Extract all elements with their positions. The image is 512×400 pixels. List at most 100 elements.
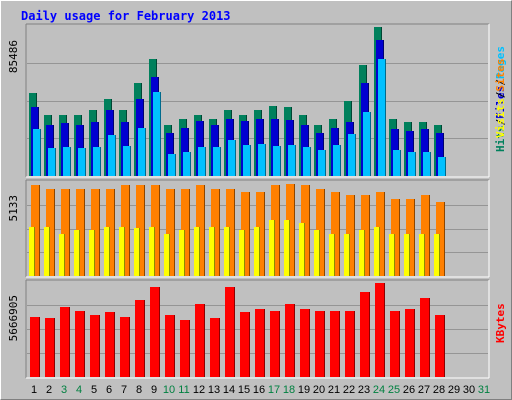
bar-visits-day-9 xyxy=(149,227,155,276)
bar-pages-day-21 xyxy=(333,145,341,176)
bar-pages-day-14-edge xyxy=(235,140,236,176)
bar-sites-day-8-edge xyxy=(144,185,145,276)
bar-visits-day-6 xyxy=(104,227,110,276)
bar-kbytes-day-18 xyxy=(285,304,295,377)
bar-visits-day-6-edge xyxy=(109,227,110,276)
bar-visits-day-27 xyxy=(419,234,425,276)
bar-sites-day-25-edge xyxy=(399,199,400,276)
bar-pages-day-13-edge xyxy=(220,147,221,176)
bar-visits-day-16 xyxy=(254,227,260,276)
bar-kbytes-day-13 xyxy=(210,318,220,377)
bar-visits-day-26 xyxy=(404,234,410,276)
bar-pages-day-25-edge xyxy=(400,150,401,176)
bar-pages-day-26 xyxy=(408,152,416,176)
bar-visits-day-5 xyxy=(89,230,95,276)
bar-pages-day-25 xyxy=(393,150,401,176)
bar-kbytes-day-21-edge xyxy=(339,311,340,377)
day-label-11: 11 xyxy=(178,384,189,396)
panel-1-side-label: Visits/Sites xyxy=(494,59,507,139)
panel-0-side-label-part-4: Pages xyxy=(494,46,507,79)
bar-kbytes-day-27 xyxy=(420,298,430,377)
day-label-3: 3 xyxy=(61,384,67,396)
bar-visits-day-15 xyxy=(239,230,245,276)
bar-visits-day-23-edge xyxy=(364,230,365,276)
bar-kbytes-day-10 xyxy=(165,315,175,377)
bar-sites-day-5 xyxy=(91,189,100,276)
panel-0-max-label: 85486 xyxy=(7,40,20,73)
bar-pages-day-27-edge xyxy=(430,152,431,176)
day-label-25: 25 xyxy=(388,384,400,396)
bar-sites-day-12-edge xyxy=(204,185,205,276)
bar-visits-day-26-edge xyxy=(409,234,410,276)
bar-kbytes-day-16-edge xyxy=(264,309,265,377)
bar-pages-day-12 xyxy=(198,147,206,176)
bar-visits-day-17-edge xyxy=(274,220,275,276)
bar-visits-day-5-edge xyxy=(94,230,95,276)
bar-visits-day-7 xyxy=(119,227,125,276)
bar-sites-day-28 xyxy=(436,202,445,276)
bar-pages-day-27 xyxy=(423,152,431,176)
bar-visits-day-14 xyxy=(224,227,230,276)
bar-visits-day-11 xyxy=(179,230,185,276)
bar-sites-day-20-edge xyxy=(324,189,325,276)
bar-visits-day-11-edge xyxy=(184,230,185,276)
bar-kbytes-day-27-edge xyxy=(429,298,430,377)
bar-visits-day-25-edge xyxy=(394,234,395,276)
day-label-23: 23 xyxy=(358,384,370,396)
bar-kbytes-day-9 xyxy=(150,287,160,377)
bar-pages-day-3-edge xyxy=(70,147,71,176)
bar-pages-day-18-edge xyxy=(295,145,296,176)
bar-kbytes-day-1-edge xyxy=(39,317,40,377)
bar-sites-day-16-edge xyxy=(264,192,265,276)
bar-visits-day-15-edge xyxy=(244,230,245,276)
bar-sites-day-20 xyxy=(316,189,325,276)
bar-pages-day-15-edge xyxy=(250,145,251,176)
bar-files-day-28 xyxy=(436,133,444,176)
panel-0-side-label-part-1: / xyxy=(494,119,507,126)
bar-pages-day-16-edge xyxy=(265,144,266,176)
bar-visits-day-2 xyxy=(44,227,50,276)
bar-pages-day-6-edge xyxy=(115,135,116,176)
bar-kbytes-day-7 xyxy=(120,317,130,377)
day-label-2: 2 xyxy=(46,384,52,396)
panel-2-side-label-part-0: KBytes xyxy=(494,303,507,343)
bar-kbytes-day-17-edge xyxy=(279,311,280,377)
bar-sites-day-27 xyxy=(421,195,430,276)
bar-kbytes-day-23 xyxy=(360,292,370,377)
bar-pages-day-28-edge xyxy=(445,157,446,176)
bar-pages-day-28 xyxy=(438,157,446,176)
day-label-24: 24 xyxy=(373,384,385,396)
bar-kbytes-day-8 xyxy=(135,300,145,377)
bar-visits-day-17 xyxy=(269,220,275,276)
bar-visits-day-19-edge xyxy=(304,223,305,276)
bar-kbytes-day-6-edge xyxy=(114,312,115,377)
bar-kbytes-day-1 xyxy=(30,317,40,377)
bar-visits-day-19 xyxy=(299,223,305,276)
bar-visits-day-24 xyxy=(374,227,380,276)
bar-sites-day-15-edge xyxy=(249,192,250,276)
bar-sites-day-11-edge xyxy=(189,189,190,276)
bar-sites-day-19-edge xyxy=(309,185,310,276)
bar-visits-day-12 xyxy=(194,227,200,276)
bar-kbytes-day-22-edge xyxy=(354,311,355,377)
bar-sites-day-1-edge xyxy=(39,185,40,276)
bar-visits-day-28-edge xyxy=(439,234,440,276)
day-label-9: 9 xyxy=(151,384,157,396)
bar-pages-day-23 xyxy=(363,112,371,176)
bar-pages-day-10-edge xyxy=(175,154,176,176)
bar-pages-day-5-edge xyxy=(100,147,101,176)
bar-sites-day-22 xyxy=(346,195,355,276)
bar-pages-day-11-edge xyxy=(190,152,191,176)
bar-sites-day-21 xyxy=(331,192,340,276)
bar-sites-day-24-edge xyxy=(384,192,385,276)
bar-visits-day-4 xyxy=(74,230,80,276)
day-label-6: 6 xyxy=(106,384,112,396)
bar-sites-day-26-edge xyxy=(414,199,415,276)
bar-sites-day-9-edge xyxy=(159,185,160,276)
panel-0-side-label-part-3: / xyxy=(494,79,507,86)
bar-visits-day-25 xyxy=(389,234,395,276)
bar-pages-day-24 xyxy=(378,59,386,176)
bar-sites-day-4 xyxy=(76,189,85,276)
bar-sites-day-2-edge xyxy=(54,189,55,276)
